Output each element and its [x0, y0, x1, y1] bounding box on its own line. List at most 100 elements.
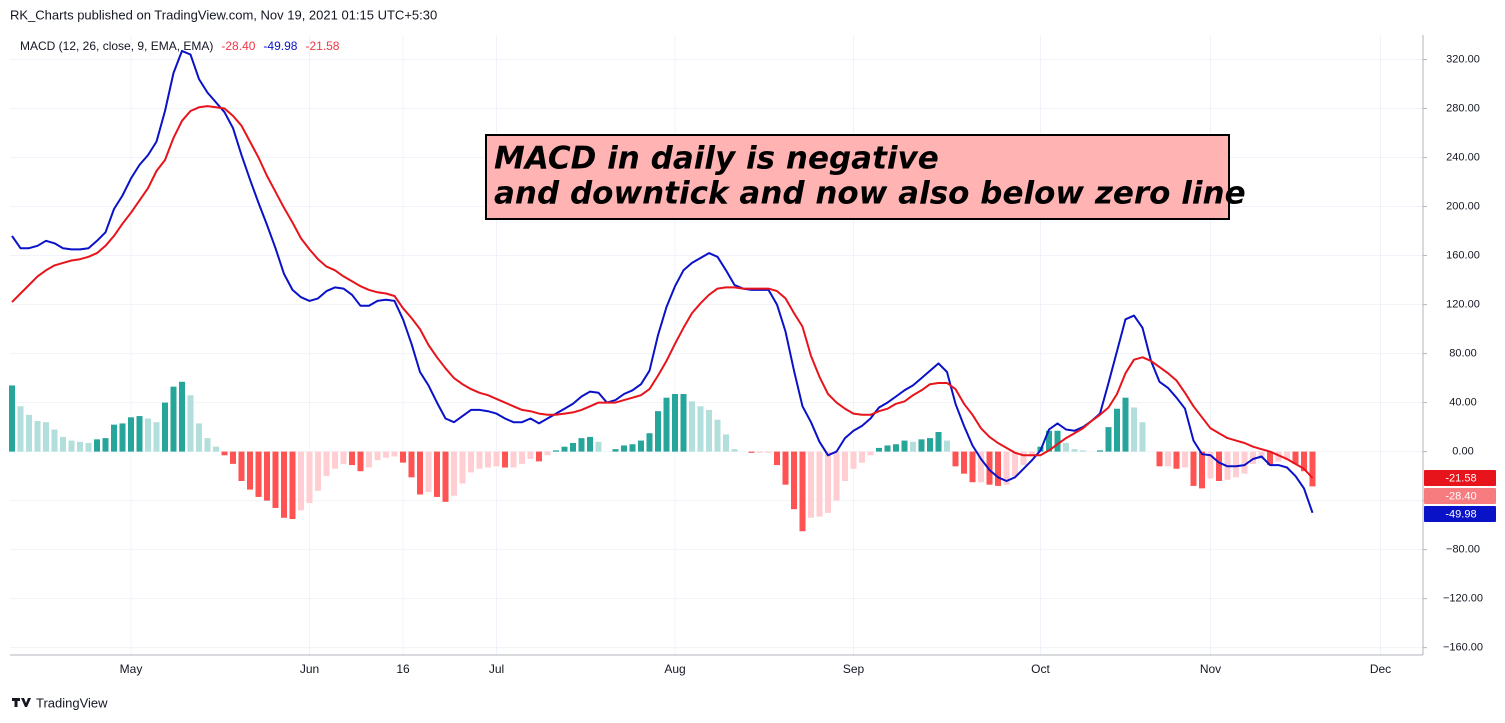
histogram-bar: [1063, 443, 1069, 452]
histogram-bar: [1020, 451, 1027, 466]
legend-value: -28.40: [221, 39, 255, 53]
histogram-bar: [1114, 408, 1120, 452]
histogram-bar: [230, 451, 236, 464]
histogram-bar: [111, 424, 117, 452]
histogram-bar: [544, 451, 551, 456]
histogram-bar: [791, 451, 797, 510]
histogram-bar: [34, 420, 41, 452]
histogram-bar: [170, 386, 177, 452]
histogram-bar: [468, 451, 474, 473]
histogram-bar: [357, 451, 364, 472]
histogram-bar: [289, 451, 296, 519]
histogram-bar: [782, 451, 789, 485]
histogram-bar: [578, 438, 585, 452]
histogram-bar: [1241, 451, 1248, 474]
histogram-bar: [629, 444, 636, 452]
histogram-bar: [1309, 451, 1316, 487]
histogram-bar: [850, 451, 857, 469]
price-badge: [1424, 506, 1496, 523]
histogram-bar: [459, 451, 466, 484]
y-tick-label: −160.00: [1443, 642, 1483, 654]
annotation-line: MACD in daily is negative: [494, 141, 939, 177]
histogram-bar: [400, 451, 406, 463]
histogram-bar: [485, 451, 491, 468]
histogram-bar: [1156, 451, 1163, 467]
histogram-bar: [706, 409, 712, 452]
histogram-bar: [774, 451, 780, 466]
histogram-bar: [1054, 430, 1061, 452]
y-tick-label: 280.00: [1446, 102, 1480, 114]
histogram-bar: [1105, 427, 1112, 452]
histogram-bar: [587, 436, 593, 452]
histogram-bar: [689, 401, 695, 452]
histogram-bar: [434, 451, 440, 497]
histogram-bar: [816, 451, 823, 517]
histogram-bar: [493, 451, 500, 467]
histogram-bar: [561, 446, 568, 452]
histogram-bar: [323, 451, 330, 477]
histogram-bar: [128, 417, 134, 452]
histogram-bar: [1139, 422, 1146, 452]
histogram-bar: [9, 385, 15, 452]
histogram-bar: [553, 450, 559, 452]
histogram-bar: [697, 406, 704, 452]
histogram-bar: [1046, 430, 1052, 452]
histogram-bar: [187, 395, 194, 452]
x-tick-label: Nov: [1200, 662, 1221, 676]
y-tick-label: 40.00: [1449, 396, 1477, 408]
histogram-bar: [1275, 451, 1282, 462]
histogram-bar: [714, 419, 721, 452]
x-tick-label: Jul: [489, 662, 504, 676]
histogram-bar: [391, 451, 398, 457]
x-tick-label: May: [120, 662, 143, 676]
histogram-bar: [918, 439, 925, 452]
histogram-bar: [765, 451, 772, 453]
histogram-bar: [595, 441, 602, 452]
histogram-bar: [383, 451, 389, 458]
histogram-bar: [281, 451, 287, 518]
histogram-bar: [825, 451, 831, 513]
histogram-bar: [859, 451, 865, 463]
histogram-bar: [238, 451, 245, 482]
x-tick-label: Aug: [664, 662, 685, 676]
x-tick-label: Jun: [300, 662, 319, 676]
histogram-bar: [221, 451, 228, 456]
histogram-bar: [1250, 451, 1256, 464]
histogram-bar: [927, 438, 933, 452]
histogram-bar: [1097, 450, 1103, 452]
histogram-bar: [519, 451, 525, 464]
histogram-bar: [145, 418, 151, 452]
histogram-bar: [1267, 451, 1273, 466]
price-badge-label: -28.40: [1445, 490, 1476, 502]
histogram-bar: [995, 451, 1001, 486]
histogram-bar: [349, 451, 355, 466]
histogram-bar: [1199, 451, 1205, 489]
histogram-bar: [247, 451, 253, 490]
histogram-bar: [417, 451, 423, 495]
histogram-bar: [1165, 451, 1171, 467]
histogram-bar: [901, 440, 908, 452]
legend-title: MACD (12, 26, close, 9, EMA, EMA): [20, 39, 213, 53]
histogram-bar: [808, 451, 814, 518]
histogram-bar: [272, 451, 279, 508]
histogram-bar: [884, 445, 891, 452]
histogram-bar: [978, 451, 984, 483]
histogram-bar: [68, 440, 75, 452]
histogram-bar: [255, 451, 262, 497]
price-badge: [1424, 470, 1496, 487]
y-tick-label: 160.00: [1446, 249, 1480, 261]
histogram-bar: [1003, 451, 1010, 485]
histogram-bar: [663, 397, 670, 452]
y-tick-label: −120.00: [1443, 593, 1483, 605]
histogram-bar: [1301, 451, 1307, 472]
histogram-bar: [298, 451, 304, 511]
histogram-bar: [680, 394, 687, 452]
histogram-bar: [502, 451, 508, 468]
histogram-bar: [952, 451, 959, 467]
histogram-bar: [638, 440, 644, 452]
histogram-bar: [612, 449, 619, 452]
histogram-bar: [1284, 451, 1290, 461]
histogram-bar: [85, 443, 92, 452]
histogram-bar: [757, 451, 763, 453]
